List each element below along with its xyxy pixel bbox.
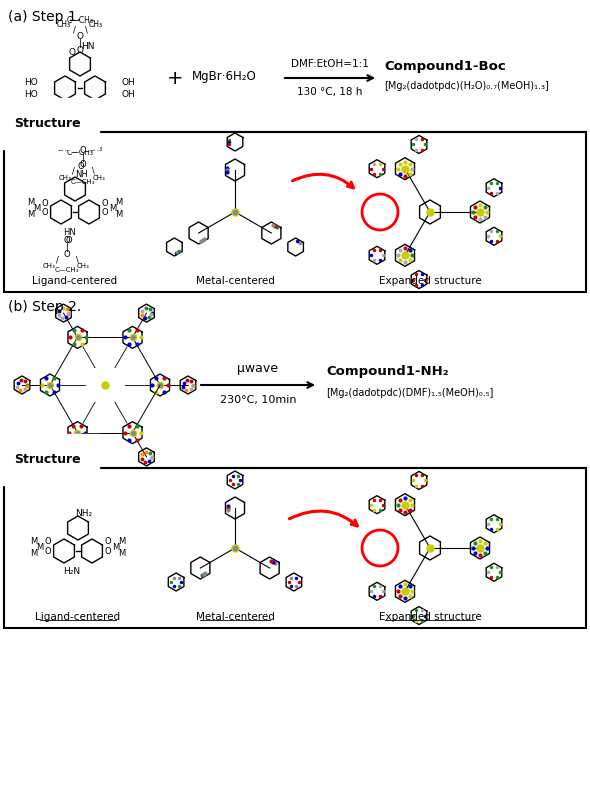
Text: Metal-centered: Metal-centered [195, 612, 274, 622]
Text: /: / [73, 137, 76, 147]
Text: O: O [83, 114, 90, 122]
FancyBboxPatch shape [4, 132, 586, 292]
Text: O: O [64, 249, 70, 259]
Text: CH₃: CH₃ [89, 20, 103, 28]
Text: HO: HO [24, 77, 38, 87]
Text: HO: HO [24, 89, 38, 99]
Text: O: O [45, 537, 51, 547]
Text: HN: HN [81, 42, 95, 50]
Text: CH₃: CH₃ [77, 263, 89, 269]
Text: O: O [80, 159, 86, 169]
Text: OH: OH [122, 77, 136, 87]
Text: M: M [116, 197, 123, 207]
Text: CH₃: CH₃ [57, 144, 71, 152]
Text: |: | [65, 242, 68, 252]
Text: O: O [68, 47, 76, 57]
Text: OH: OH [122, 89, 136, 99]
Text: H₂N: H₂N [64, 567, 81, 575]
Text: Compound1-NH₂: Compound1-NH₂ [326, 365, 448, 377]
Text: (a) Step 1.: (a) Step 1. [8, 10, 81, 24]
Text: Ligand-centered: Ligand-centered [32, 276, 117, 286]
Text: C—CH₃: C—CH₃ [67, 148, 93, 156]
Text: M: M [30, 537, 38, 545]
Text: \: \ [91, 166, 94, 175]
Text: CH₃: CH₃ [57, 20, 71, 28]
Text: O: O [104, 547, 112, 555]
Text: O: O [80, 145, 86, 155]
Text: O: O [42, 208, 48, 216]
Text: MgBr·6H₂O: MgBr·6H₂O [192, 69, 257, 83]
Text: \: \ [84, 25, 87, 35]
Text: Structure: Structure [14, 117, 81, 130]
Text: M: M [34, 204, 41, 212]
Text: Structure: Structure [14, 453, 81, 466]
Text: M: M [27, 197, 35, 207]
Text: O: O [64, 235, 70, 245]
Text: (b) Step 2.: (b) Step 2. [8, 300, 81, 314]
Text: M: M [116, 210, 123, 219]
Text: M: M [109, 204, 117, 212]
Text: DMF:EtOH=1:1: DMF:EtOH=1:1 [291, 59, 369, 69]
Text: M: M [30, 548, 38, 558]
Text: O: O [45, 547, 51, 555]
Text: +: + [167, 69, 183, 88]
Text: [Mg₂(dadotpdc)(H₂O)₀.₇(MeOH)₁.₃]: [Mg₂(dadotpdc)(H₂O)₀.₇(MeOH)₁.₃] [384, 81, 549, 91]
Text: O: O [78, 162, 84, 170]
Text: O: O [42, 199, 48, 208]
Text: /: / [55, 256, 58, 264]
Text: O: O [77, 118, 84, 126]
Text: |: | [78, 39, 81, 47]
Text: C—CH₃: C—CH₃ [71, 179, 95, 185]
Text: Metal-centered: Metal-centered [195, 276, 274, 286]
Text: O: O [104, 537, 112, 547]
Text: Expanded structure: Expanded structure [379, 276, 481, 286]
Text: Compound1-Boc: Compound1-Boc [384, 59, 506, 73]
Text: 130 °C, 18 h: 130 °C, 18 h [297, 87, 363, 97]
Text: O: O [77, 132, 84, 140]
Text: CH₃: CH₃ [89, 144, 103, 152]
Text: O: O [77, 46, 84, 54]
Text: NH₂: NH₂ [76, 508, 93, 518]
Text: NH: NH [74, 170, 87, 178]
Text: CH₃: CH₃ [58, 175, 71, 181]
Text: M: M [119, 537, 126, 545]
Text: NH: NH [67, 103, 81, 113]
Text: μwave: μwave [238, 362, 278, 375]
Text: M: M [27, 210, 35, 219]
Text: O: O [101, 199, 109, 208]
Text: Expanded structure: Expanded structure [379, 612, 481, 622]
Text: /: / [71, 166, 74, 175]
Text: O: O [65, 235, 73, 245]
Text: O: O [77, 32, 84, 40]
Text: C—CH₃: C—CH₃ [55, 267, 79, 273]
Text: M: M [37, 543, 44, 552]
Text: |: | [81, 152, 84, 162]
Text: |: | [78, 125, 81, 133]
FancyBboxPatch shape [4, 468, 586, 628]
Text: Ligand-centered: Ligand-centered [35, 612, 120, 622]
Text: HN: HN [63, 227, 76, 237]
Text: 230°C, 10min: 230°C, 10min [219, 395, 296, 405]
Text: O: O [101, 208, 109, 216]
Text: CH₃: CH₃ [42, 263, 55, 269]
Text: \: \ [76, 256, 78, 264]
Text: [Mg₂(dadotpdc)(DMF)₁.₅(MeOH)₀.₅]: [Mg₂(dadotpdc)(DMF)₁.₅(MeOH)₀.₅] [326, 388, 493, 398]
Text: CH₃: CH₃ [93, 175, 106, 181]
Text: \: \ [84, 137, 87, 147]
Text: C—CH₃: C—CH₃ [67, 16, 93, 24]
Text: /: / [73, 25, 76, 35]
Text: M: M [119, 548, 126, 558]
Text: M: M [112, 543, 120, 552]
